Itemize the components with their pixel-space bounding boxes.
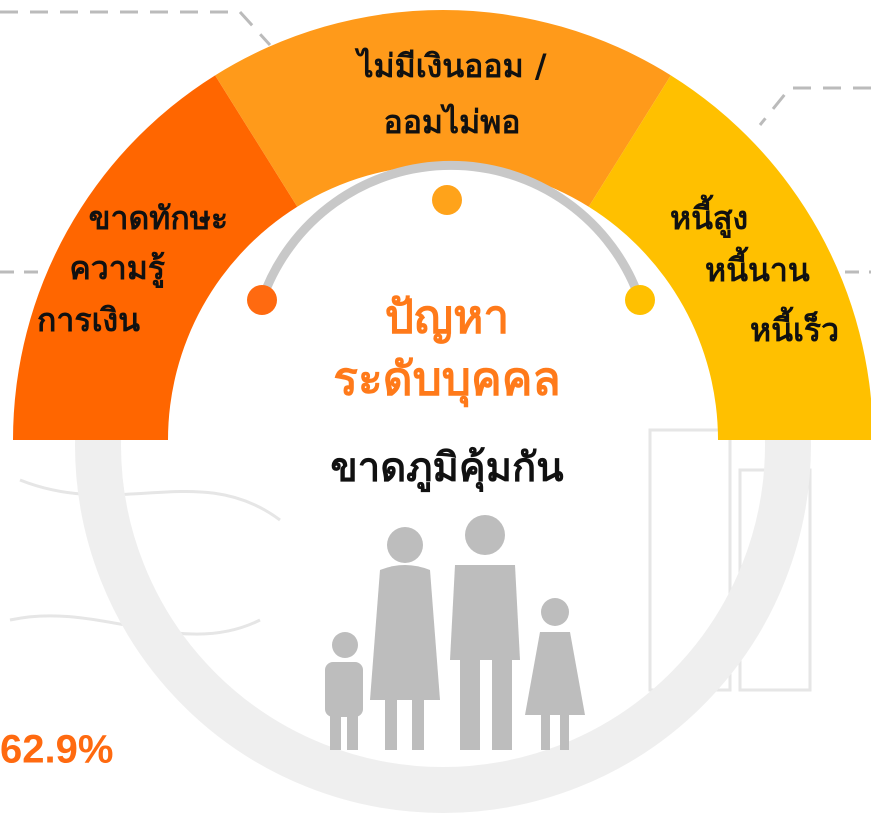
arc-segment	[13, 75, 298, 440]
segment-label: หนี้เร็ว	[750, 306, 839, 349]
inner-arc	[257, 160, 645, 302]
segment-label: การเงิน	[37, 301, 140, 339]
segment-label: หนี้สูง	[670, 194, 748, 239]
dot	[247, 285, 277, 315]
center-title: ระดับบุคคล	[333, 352, 560, 408]
arc-segment	[215, 10, 671, 207]
segment-label: ความรู้	[69, 249, 165, 289]
center-subtitle: ขาดภูมิคุ้มกัน	[330, 445, 563, 493]
dot	[625, 285, 655, 315]
segment-label: ขาดทักษะ	[89, 199, 228, 237]
dot	[432, 185, 462, 215]
center-title: ปัญหา	[385, 290, 510, 344]
family-silhouette	[325, 515, 585, 750]
arc-segment	[588, 75, 871, 440]
segment-label: หนี้นาน	[705, 246, 810, 289]
segment-label: ออมไม่พอ	[383, 103, 520, 141]
stat-value: 62.9%	[0, 728, 113, 772]
segment-label: ไม่มีเงินออม /	[354, 47, 546, 85]
